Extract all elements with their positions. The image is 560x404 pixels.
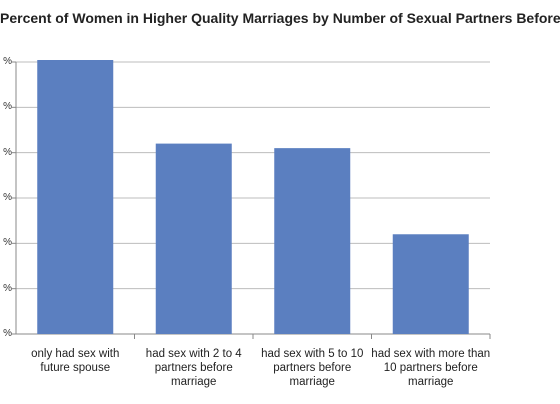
y-tick-label: % bbox=[3, 237, 12, 249]
bar bbox=[274, 148, 351, 334]
y-tick-label: % bbox=[3, 146, 12, 158]
bar bbox=[37, 60, 114, 334]
y-tick-label: % bbox=[3, 282, 12, 294]
y-tick-label: % bbox=[3, 101, 12, 113]
bar bbox=[392, 234, 469, 334]
category-label: had sex with 5 to 10 partners before mar… bbox=[261, 348, 364, 388]
category-label: had sex with 2 to 4 partners before marr… bbox=[145, 348, 242, 388]
bar bbox=[155, 143, 232, 334]
chart-title: Percent of Women in Higher Quality Marri… bbox=[0, 10, 560, 26]
category-label: had sex with more than 10 partners befor… bbox=[371, 348, 491, 388]
category-label: only had sex with future spouse bbox=[31, 348, 120, 374]
y-tick-label: % bbox=[3, 328, 12, 339]
y-tick-label: % bbox=[3, 192, 12, 203]
y-tick-label: % bbox=[3, 56, 12, 67]
